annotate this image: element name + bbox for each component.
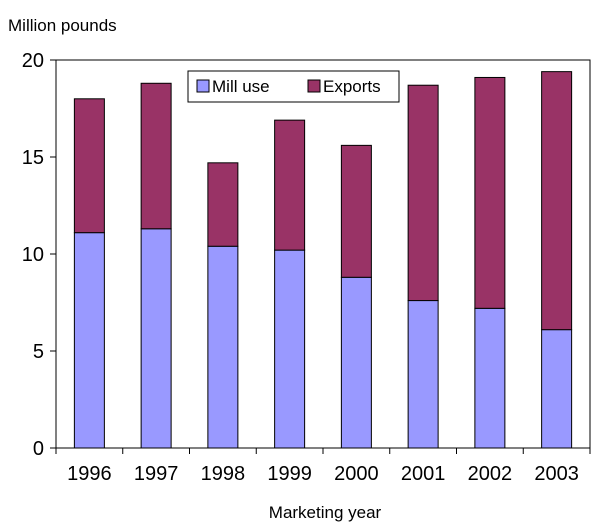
y-tick-label: 20 [22,50,44,72]
x-tick-label: 2000 [334,463,379,485]
x-tick-label: 1996 [67,463,112,485]
bar-mill-use-2000 [340,276,372,449]
bar-mill-use-2002 [474,307,506,449]
bar-mill-use-1996 [73,232,105,449]
bar-exports-2000 [340,144,372,278]
bar-mill-use-2001 [407,300,439,449]
y-tick-label: 5 [33,341,44,363]
y-tick-label: 10 [22,244,44,266]
plot-area [55,59,591,449]
bar-mill-use-1999 [274,249,306,449]
x-tick-label: 2002 [468,463,513,485]
x-tick-label: 1997 [134,463,179,485]
x-tick-label: 2001 [401,463,446,485]
legend-box [187,70,400,103]
x-tick-label: 1999 [267,463,312,485]
legend-label-exports: Exports [323,77,381,96]
bar-exports-1998 [207,162,239,247]
legend: Mill use Exports [187,70,400,103]
bar-mill-use-2003 [541,329,573,449]
bar-mill-use-1997 [140,228,172,449]
bar-exports-2003 [541,71,573,331]
bars [73,71,573,449]
bar-exports-2002 [474,76,506,309]
bar-exports-1996 [73,98,105,234]
y-tick-label: 0 [33,438,44,460]
x-tick-label: 2003 [534,463,579,485]
x-axis-title: Marketing year [269,503,382,522]
bar-exports-2001 [407,84,439,302]
legend-swatch-mill-use [196,79,210,93]
x-axis: 1996 1997 1998 1999 2000 2001 2002 2003 [55,448,591,485]
bar-exports-1997 [140,82,172,230]
bar-exports-1999 [274,119,306,251]
legend-swatch-exports [307,79,321,93]
y-axis-title: Million pounds [8,16,117,35]
y-axis: 0 5 10 15 20 [22,50,56,460]
x-tick-label: 1998 [201,463,246,485]
legend-label-mill-use: Mill use [212,77,270,96]
bar-mill-use-1998 [207,245,239,449]
y-tick-label: 15 [22,147,44,169]
